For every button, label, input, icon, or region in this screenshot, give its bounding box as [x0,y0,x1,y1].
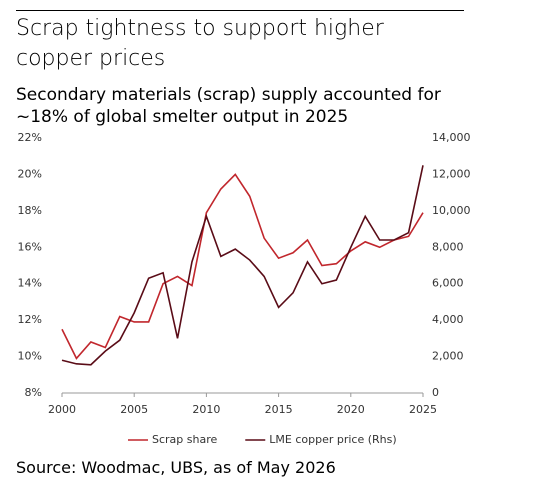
legend-label: Scrap share [152,433,217,446]
y-tick-label: 10% [18,350,42,363]
y2-tick-label: 14,000 [432,131,471,144]
y2-tick-label: 2,000 [432,350,464,363]
y-tick-label: 20% [18,167,42,180]
y2-tick-label: 8,000 [432,240,464,253]
series-line [61,173,424,360]
series-line [61,165,424,366]
source-note: Source: Woodmac, UBS, as of May 2026 [16,458,336,477]
x-tick-label: 2020 [337,403,365,416]
x-tick-label: 2005 [120,403,148,416]
chart-title: Scrap tightness to support higher copper… [16,16,384,71]
y2-tick-label: 6,000 [432,277,464,290]
y2-tick-label: 4,000 [432,313,464,326]
x-tick-label: 2010 [192,403,220,416]
y-tick-label: 12% [18,313,42,326]
top-rule [16,10,464,11]
y-tick-label: 8% [25,386,42,399]
chart-subtitle: Secondary materials (scrap) supply accou… [16,85,441,127]
y2-tick-label: 0 [432,386,439,399]
y-tick-label: 14% [18,277,42,290]
y-tick-label: 18% [18,204,42,217]
x-tick-label: 2015 [265,403,293,416]
y2-tick-label: 12,000 [432,167,471,180]
y2-tick-label: 10,000 [432,204,471,217]
x-tick-label: 2000 [48,403,76,416]
y-tick-label: 22% [18,131,42,144]
y-tick-label: 16% [18,240,42,253]
legend-label: LME copper price (Rhs) [269,433,396,446]
x-tick-label: 2025 [409,403,437,416]
